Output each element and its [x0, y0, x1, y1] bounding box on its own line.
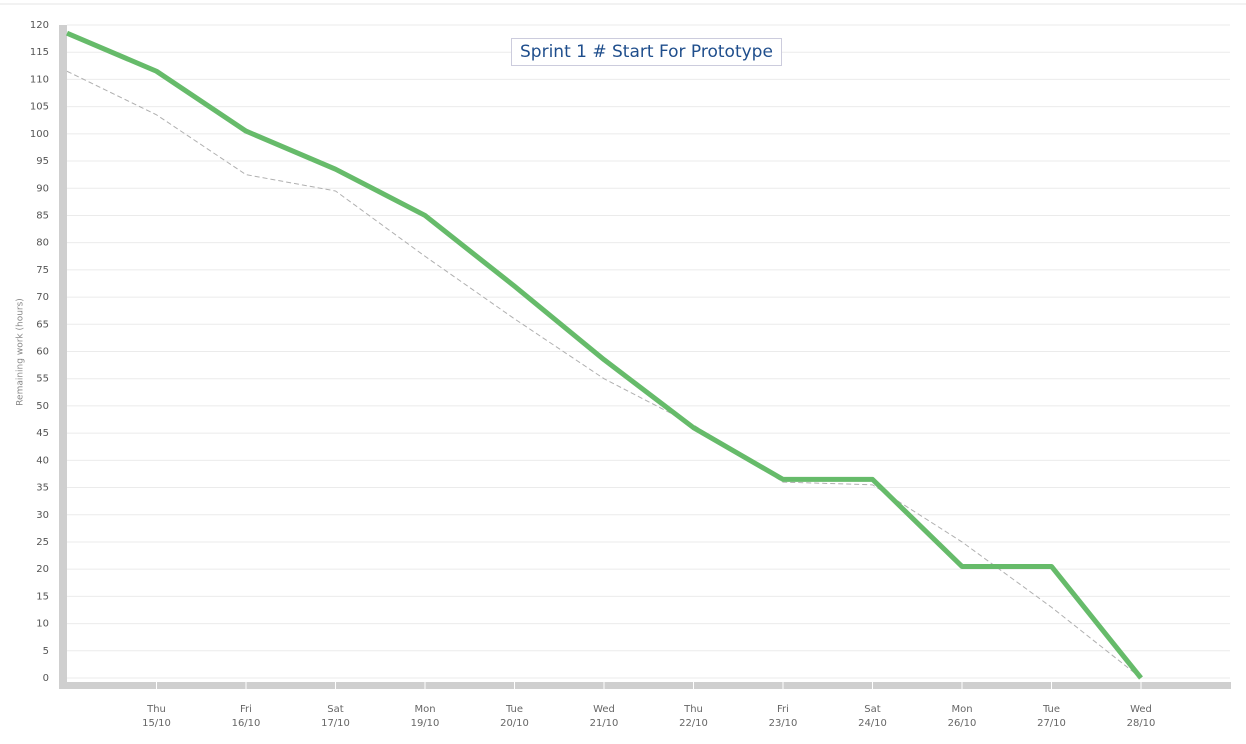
y-tick-label: 105	[30, 102, 49, 113]
ideal-line	[66, 70, 1142, 679]
y-tick-label: 100	[30, 129, 49, 140]
y-tick-label: 45	[36, 428, 49, 439]
y-tick-label: 50	[36, 401, 49, 412]
y-tick-label: 15	[36, 591, 49, 602]
x-tick-label: Mon 26/10	[947, 704, 977, 729]
x-tick-label: Sat 24/10	[858, 704, 887, 729]
x-tick-label: Mon 19/10	[410, 704, 440, 729]
chart-title: Sprint 1 # Start For Prototype	[511, 38, 782, 66]
y-tick-label: 10	[36, 619, 49, 630]
y-tick-label: 30	[36, 510, 49, 521]
y-tick-label: 80	[36, 238, 49, 249]
x-tick-label: Sat 17/10	[321, 704, 350, 729]
y-tick-label: 20	[36, 564, 49, 575]
y-tick-label: 85	[36, 210, 49, 221]
y-tick-label: 65	[36, 319, 49, 330]
y-axis-bar	[59, 25, 67, 689]
x-tick-label: Thu 22/10	[679, 704, 708, 729]
remaining-line	[66, 30, 1143, 680]
y-tick-label: 110	[30, 74, 49, 85]
y-axis-label: Remaining work (hours)	[16, 298, 26, 406]
x-tick-label: Fri 23/10	[768, 704, 798, 729]
y-tick-label: 25	[36, 537, 49, 548]
x-axis-bar	[59, 682, 1231, 689]
x-tick-label: Tue 27/10	[1037, 704, 1066, 729]
y-tick-label: 55	[36, 374, 49, 385]
x-tick-label: Wed 21/10	[589, 704, 619, 729]
y-tick-label: 35	[36, 483, 49, 494]
y-tick-label: 90	[36, 183, 49, 194]
y-tick-label: 40	[36, 455, 49, 466]
x-tick-label: Fri 16/10	[231, 704, 261, 729]
y-tick-label: 0	[43, 673, 49, 684]
y-tick-label: 70	[36, 292, 49, 303]
y-tick-label: 60	[36, 347, 49, 358]
y-tick-label: 95	[36, 156, 49, 167]
y-tick-label: 5	[43, 646, 49, 657]
y-tick-label: 120	[30, 20, 49, 31]
y-tick-label: 75	[36, 265, 49, 276]
x-tick-label: Tue 20/10	[500, 704, 529, 729]
x-tick-label: Thu 15/10	[142, 704, 171, 729]
y-tick-label: 115	[30, 47, 49, 58]
x-tick-label: Wed 28/10	[1126, 704, 1156, 729]
